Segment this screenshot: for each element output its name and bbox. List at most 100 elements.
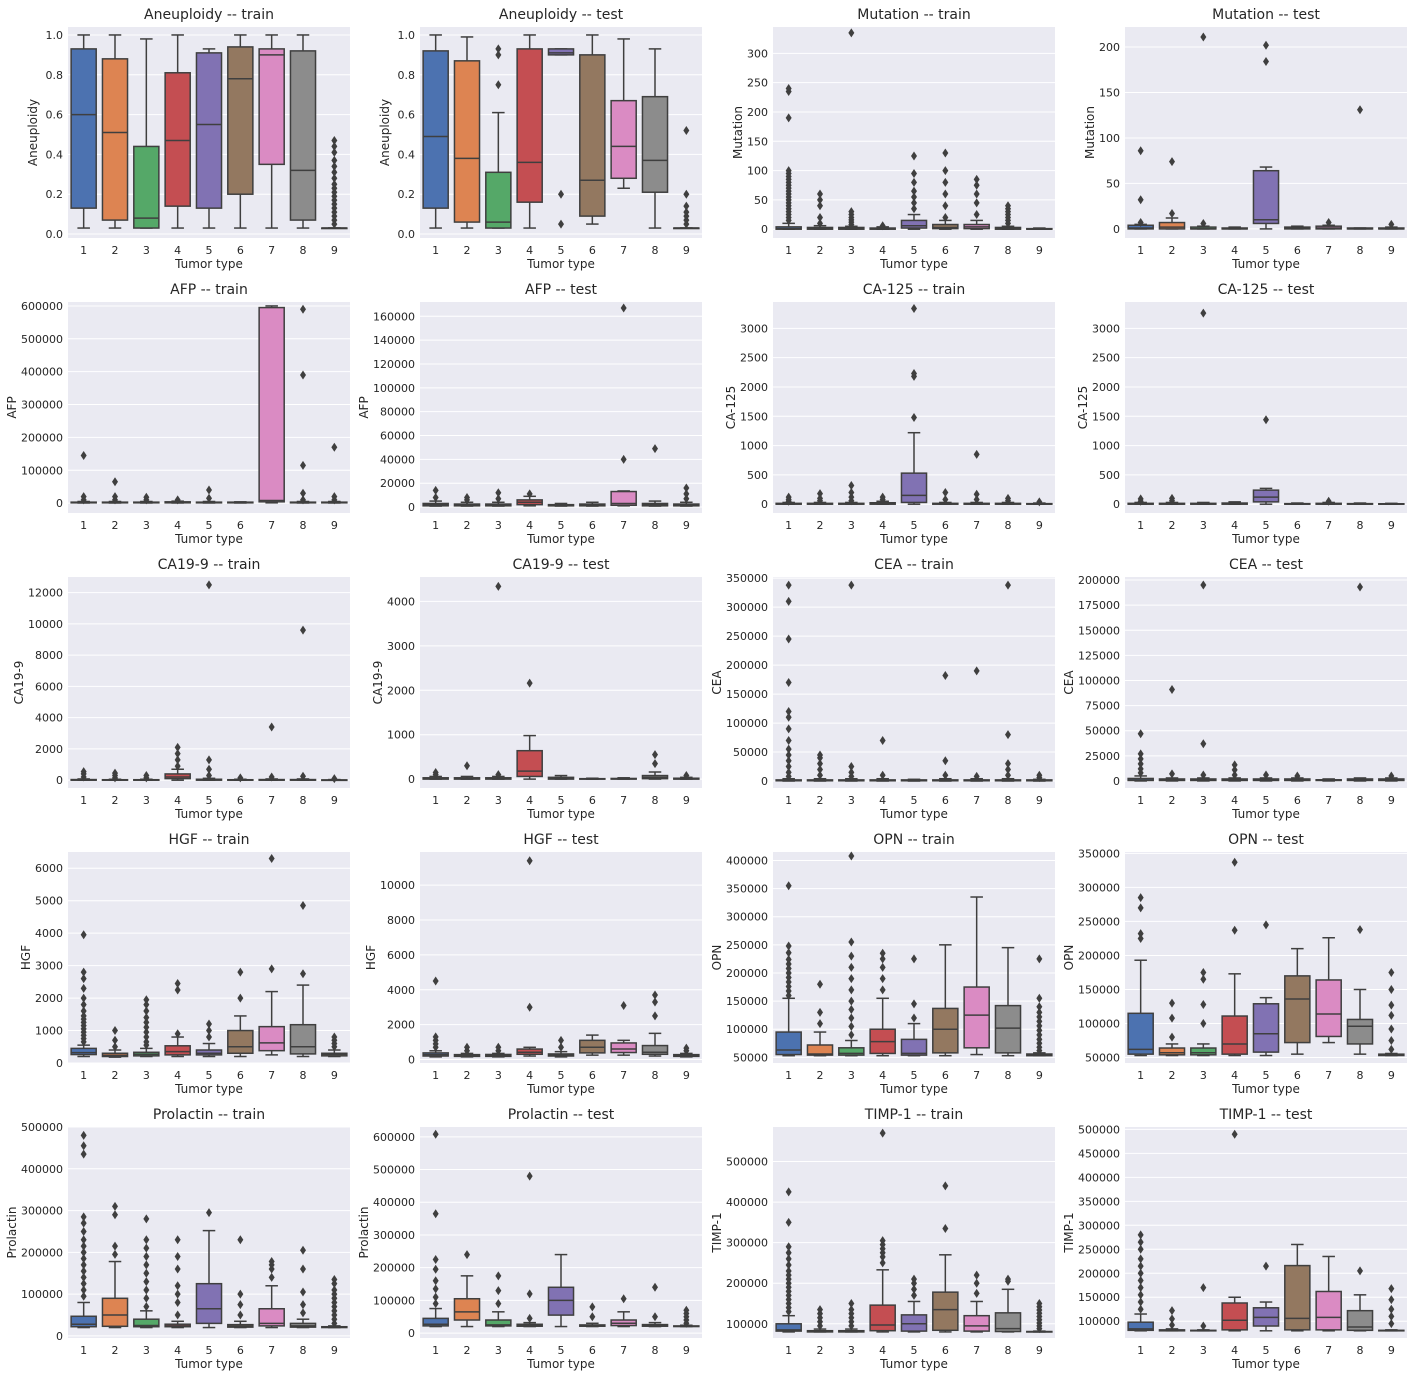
x-tick-label: 5 — [911, 794, 918, 807]
outlier-point — [911, 186, 917, 196]
outlier-point — [206, 770, 212, 780]
outlier-point — [80, 1254, 87, 1264]
outlier-point — [620, 303, 627, 313]
box-group — [1346, 582, 1374, 782]
box-iqr — [289, 50, 317, 221]
y-tick-label: 100000 — [1078, 1018, 1120, 1031]
subplot-title: CEA -- test — [1229, 557, 1304, 573]
outlier-point — [331, 173, 338, 183]
box-group — [994, 946, 1022, 1057]
subplot-title: Prolactin -- test — [508, 1107, 615, 1123]
box-group — [195, 580, 223, 781]
outlier-point — [80, 1266, 87, 1276]
outlier-point — [817, 212, 823, 222]
x-tick-label: 1 — [432, 519, 439, 532]
y-tick-label: 150 — [747, 135, 768, 148]
box-group — [485, 1042, 512, 1058]
outlier-point — [237, 1289, 244, 1299]
y-tick-label: 0.0 — [46, 228, 64, 241]
x-axis-label: Tumor type — [1231, 257, 1300, 271]
outlier-point — [80, 1149, 87, 1159]
x-tick-label: 1 — [1137, 1344, 1144, 1357]
box-iqr — [133, 145, 160, 229]
outlier-point — [1388, 219, 1395, 229]
outlier-point — [80, 1285, 87, 1295]
outlier-point — [817, 750, 823, 760]
box-group — [1190, 308, 1217, 505]
outlier-point — [817, 764, 823, 774]
box-iqr — [994, 1312, 1022, 1333]
y-tick-label: 350000 — [726, 572, 768, 585]
box-group — [932, 671, 959, 782]
outlier-point — [1036, 770, 1043, 780]
outlier-point — [1388, 1319, 1395, 1329]
outlier-point — [1005, 730, 1011, 740]
subplot-title: OPN -- test — [1228, 832, 1304, 848]
outlier-point — [683, 189, 690, 199]
box-group — [673, 1043, 700, 1058]
box-group — [963, 449, 990, 505]
x-tick-label: 2 — [1169, 1344, 1176, 1357]
outlier-point — [174, 985, 181, 995]
outlier-point — [1005, 770, 1011, 780]
outlier-point — [1036, 1002, 1043, 1012]
x-tick-label: 9 — [683, 244, 690, 257]
outlier-point — [1231, 1129, 1238, 1139]
box-group — [321, 774, 348, 784]
outlier-point — [174, 755, 181, 765]
box-iqr — [963, 1314, 990, 1332]
y-tick-label: 0.4 — [398, 148, 416, 161]
subplot-title: CA-125 -- test — [1218, 282, 1315, 298]
y-tick-label: 250000 — [1078, 1243, 1120, 1256]
x-tick-label: 4 — [879, 1069, 886, 1082]
box-iqr — [101, 1297, 129, 1328]
box-group — [1252, 920, 1280, 1057]
outlier-point — [1137, 754, 1144, 764]
x-tick-label: 4 — [1231, 519, 1238, 532]
x-tick-label: 5 — [558, 794, 565, 807]
x-tick-label: 8 — [652, 794, 659, 807]
x-tick-label: 6 — [237, 1069, 244, 1082]
x-tick-label: 5 — [558, 1344, 565, 1357]
x-tick-label: 4 — [526, 794, 533, 807]
box-group — [994, 580, 1022, 782]
x-tick-label: 7 — [973, 794, 980, 807]
outlier-point — [464, 1042, 470, 1052]
box-group — [838, 580, 865, 782]
x-tick-label: 3 — [495, 519, 502, 532]
outlier-point — [589, 1312, 596, 1322]
x-tick-label: 5 — [558, 519, 565, 532]
y-tick-label: 0 — [408, 501, 415, 514]
x-tick-label: 4 — [174, 519, 181, 532]
outlier-point — [785, 1248, 792, 1258]
outlier-point — [143, 1293, 150, 1303]
outlier-point — [942, 770, 949, 780]
outlier-point — [112, 1035, 118, 1045]
x-tick-label: 6 — [589, 519, 596, 532]
subplot: 50000 100000 150000 200000 250000 300000 35000… — [1062, 832, 1407, 1096]
box-iqr — [1284, 975, 1311, 1044]
x-tick-label: 8 — [1005, 1344, 1012, 1357]
box-group — [1346, 105, 1374, 230]
outlier-point — [1137, 764, 1144, 774]
outlier-point — [174, 1029, 181, 1039]
outlier-point — [911, 1290, 917, 1300]
outlier-point — [879, 948, 886, 958]
x-tick-label: 4 — [879, 794, 886, 807]
box-group — [673, 126, 700, 230]
box-iqr — [932, 1007, 959, 1054]
y-tick-label: 200 — [1099, 41, 1120, 54]
y-tick-label: 400000 — [726, 1196, 768, 1209]
outlier-point — [1005, 580, 1011, 590]
outlier-point — [432, 1032, 439, 1042]
box-group — [422, 1129, 449, 1328]
outlier-point — [1137, 893, 1144, 903]
outlier-point — [785, 762, 792, 772]
outlier-point — [1036, 1034, 1043, 1044]
outlier-point — [1388, 1295, 1395, 1305]
outlier-point — [1137, 749, 1144, 759]
outlier-point — [1325, 218, 1332, 228]
outlier-point — [80, 974, 87, 984]
x-tick-label: 9 — [1036, 519, 1043, 532]
outlier-point — [143, 1243, 150, 1253]
